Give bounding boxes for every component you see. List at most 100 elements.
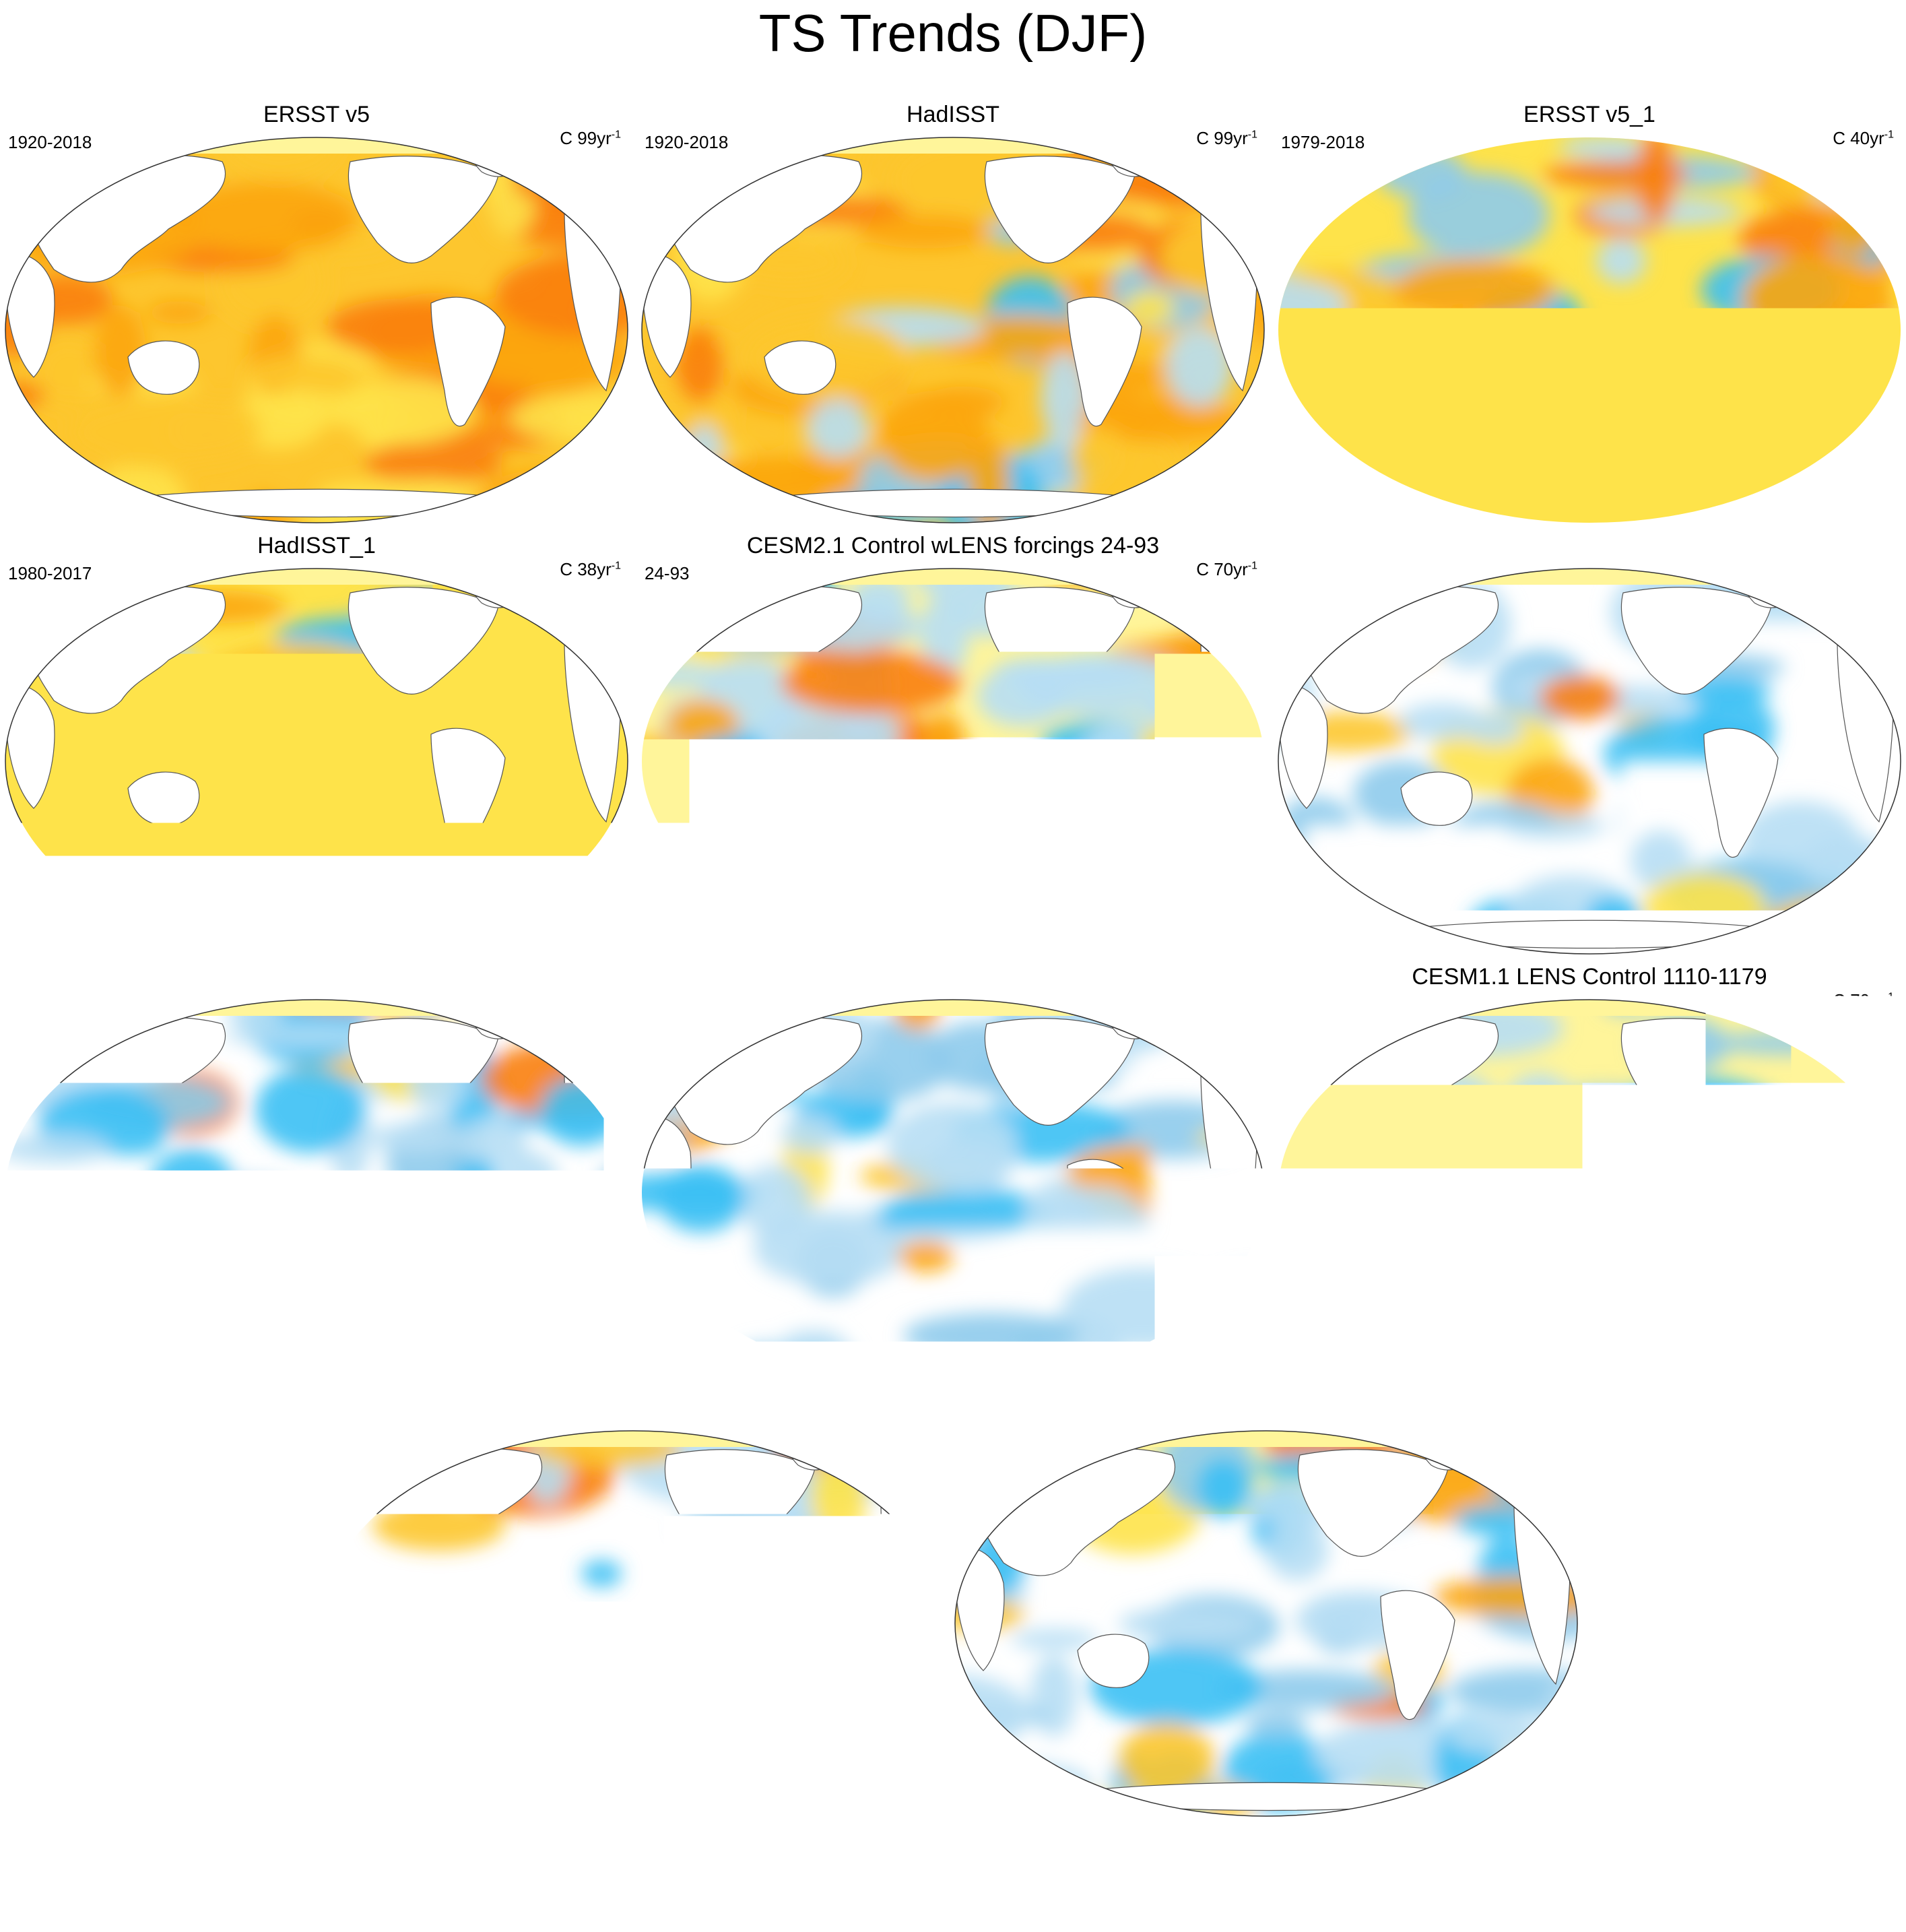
colorbar-swatch: [954, 1834, 1037, 1871]
trend-blob: [24, 997, 150, 1022]
colorbar-swatch: [301, 1834, 383, 1871]
world-map: [636, 135, 1270, 525]
trend-blob: [808, 399, 869, 459]
trend-blob: [1283, 893, 1447, 957]
trend-blob: [342, 825, 519, 871]
colorbar-swatch: [1281, 1834, 1363, 1871]
world-map: [636, 566, 1270, 957]
map-panel: HadISST_1 1980-2017 C 38yr-1: [0, 532, 633, 963]
trend-blob: [804, 1428, 869, 1469]
colorbar-swatch: [628, 1834, 710, 1871]
panel-title: ERSST v5_1: [1273, 101, 1906, 128]
trend-blob: [950, 1780, 1027, 1818]
trend-blob: [1172, 566, 1258, 606]
panel-title: CESM2.1 Control 1110-1179: [1273, 532, 1906, 559]
colorbar-tick-label: 4: [1433, 1879, 1455, 1927]
trend-field: [636, 566, 1270, 957]
colorbar-swatch: [220, 1834, 302, 1871]
colorbar-swatch: [1444, 1834, 1526, 1871]
colorbar: [138, 1834, 1771, 1871]
trend-blob: [14, 1275, 129, 1324]
trend-field: [636, 997, 1270, 1388]
colorbar-tick-label: 0.5: [1090, 1879, 1146, 1927]
colorbar-swatch: [709, 1834, 791, 1871]
trend-blob: [950, 1483, 983, 1557]
panel-title: HadISST_1: [0, 532, 633, 559]
trend-blob: [1539, 676, 1620, 720]
trend-blob: [925, 1140, 1012, 1192]
trend-blob: [808, 859, 958, 918]
trend-blob: [1596, 238, 1646, 284]
panel-title: HadISST: [636, 101, 1270, 128]
trend-blob: [508, 135, 570, 184]
trend-blob: [1317, 505, 1424, 525]
trend-blob: [1493, 1743, 1583, 1815]
trend-blob: [587, 624, 633, 646]
colorbar-tick-label: 2: [1270, 1879, 1292, 1927]
trend-blob: [317, 1428, 347, 1505]
colorbar-swatch: [138, 1834, 220, 1871]
trend-blob: [727, 833, 840, 870]
map-panel: CESM1.1 LENS Control 1110-1179 1110-1179 C…: [1273, 963, 1906, 1394]
trend-blob: [1771, 1103, 1821, 1158]
trend-blob: [859, 214, 991, 249]
trend-blob: [1399, 703, 1484, 740]
trend-blob: [1273, 997, 1339, 1073]
trend-blob: [442, 688, 525, 718]
map-panel: CESM2.1 Control 1210-1279 1210-1279 C 70yr…: [0, 963, 633, 1394]
colorbar-tick-label: -4: [447, 1879, 482, 1927]
trend-blob: [255, 1066, 365, 1153]
colorbar-swatch: [546, 1834, 628, 1871]
trend-blob: [42, 135, 97, 148]
colorbar-tick-label: 6: [1596, 1879, 1618, 1927]
trend-blob: [369, 1123, 459, 1152]
world-map: [0, 566, 633, 957]
trend-blob: [245, 1246, 352, 1312]
panel-title: ERSST v5: [0, 101, 633, 128]
trend-blob: [1536, 1449, 1583, 1476]
trend-blob: [682, 424, 724, 495]
map-panel: CESM1.1 LENS Control 1210-1279 1210-1279 C…: [317, 1394, 950, 1826]
colorbar-tick-label: -6: [284, 1879, 319, 1927]
colorbar-tick-label: 0: [943, 1879, 965, 1927]
trend-blob: [317, 1786, 421, 1819]
trend-blob: [1273, 566, 1394, 622]
world-map: [1273, 135, 1906, 525]
map-panel: HadISST 1920-2018 C 99yr-1: [636, 101, 1270, 532]
trend-blob: [1273, 1351, 1325, 1388]
colorbar-swatch: [1200, 1834, 1282, 1871]
trend-blob: [867, 1428, 950, 1482]
panel-title: CESM2.1 Control wLENS forcings 24-93: [636, 532, 1270, 559]
trend-blob: [1453, 1284, 1586, 1343]
trend-blob: [538, 1318, 633, 1347]
trend-blob: [499, 489, 633, 521]
trend-blob: [1273, 997, 1348, 1064]
colorbar-swatch: [1362, 1834, 1445, 1871]
trend-blob: [1076, 868, 1120, 928]
trend-blob: [1756, 400, 1812, 441]
trend-blob: [824, 1679, 949, 1753]
trend-blob: [1449, 1786, 1499, 1819]
colorbar-swatch: [791, 1834, 874, 1871]
trend-blob: [591, 1653, 659, 1718]
world-map: [1273, 566, 1906, 957]
panel-title: CESM2.1 Control 1210-1279: [0, 963, 633, 990]
trend-blob: [1499, 1073, 1579, 1165]
trend-blob: [1030, 1655, 1077, 1737]
trend-blob: [1393, 259, 1555, 323]
trend-blob: [576, 899, 633, 932]
trend-blob: [28, 884, 101, 931]
trend-blob: [810, 1458, 867, 1540]
trend-blob: [1266, 1519, 1329, 1580]
trend-blob: [651, 440, 760, 507]
colorbar-swatch: [465, 1834, 547, 1871]
trend-blob: [1617, 775, 1668, 867]
trend-blob: [588, 1319, 633, 1365]
trend-blob: [643, 566, 744, 620]
trend-blob: [0, 929, 69, 957]
trend-blob: [1245, 1711, 1307, 1737]
map-panel: CESM2.1 Control 1310-1379 1310-1379 C 70yr…: [636, 963, 1270, 1394]
panel-title: CESM1.1 LENS Control 1110-1179: [1273, 963, 1906, 990]
map-panel: ERSST v5 1920-2018 C 99yr-1: [0, 101, 633, 532]
trend-blob: [1551, 390, 1621, 453]
